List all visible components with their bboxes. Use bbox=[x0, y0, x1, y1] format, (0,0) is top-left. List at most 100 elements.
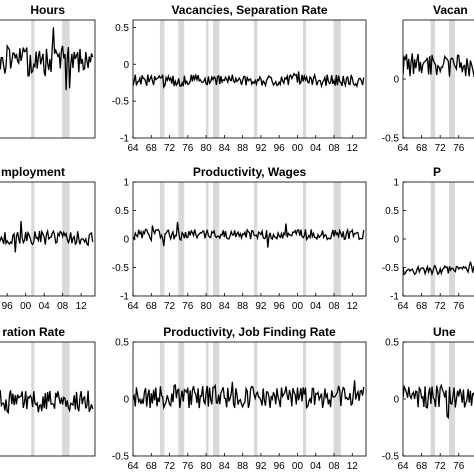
panel-2: 64 68 72 76 -0.5 0 Vacan bbox=[382, 3, 474, 154]
series-line bbox=[0, 390, 94, 415]
x-tick-label: 12 bbox=[347, 301, 359, 312]
y-tick-label: 0 bbox=[393, 235, 399, 246]
y-tick-label: -0.5 bbox=[112, 452, 130, 463]
x-tick-label: 80 bbox=[201, 461, 213, 472]
panel-frame bbox=[132, 19, 367, 139]
panel-frame bbox=[0, 181, 96, 297]
recession-band bbox=[333, 182, 341, 296]
x-tick-label: 92 bbox=[255, 301, 267, 312]
x-tick-label: 04 bbox=[310, 301, 322, 312]
series-line bbox=[403, 53, 474, 78]
x-tick-label: 72 bbox=[164, 301, 176, 312]
y-tick-label: -1 bbox=[120, 292, 129, 303]
y-tick-label: 0 bbox=[123, 395, 129, 406]
x-tick-label: 72 bbox=[435, 461, 447, 472]
panel-frame bbox=[0, 19, 96, 139]
x-tick-label: 72 bbox=[435, 143, 447, 154]
x-tick-label: 64 bbox=[127, 301, 139, 312]
y-tick-label: 1 bbox=[393, 178, 399, 189]
recession-band bbox=[302, 182, 307, 296]
recession-band bbox=[159, 342, 165, 456]
x-tick-label: 96 bbox=[274, 301, 286, 312]
recession-band bbox=[449, 182, 456, 296]
x-tick-label: 80 bbox=[201, 301, 213, 312]
x-tick-label: 12 bbox=[347, 461, 359, 472]
x-tick-label: 64 bbox=[397, 301, 409, 312]
x-tick-label: 76 bbox=[182, 301, 194, 312]
x-tick-label: 76 bbox=[453, 461, 465, 472]
panel-5: 64 68 72 76 -1 -0.5 0 0.5 1 P bbox=[382, 165, 474, 312]
panel-title: P bbox=[433, 165, 441, 179]
x-tick-label: 88 bbox=[237, 143, 249, 154]
recession-band bbox=[62, 182, 70, 296]
x-tick-label: 00 bbox=[292, 461, 304, 472]
x-tick-label: 76 bbox=[453, 143, 465, 154]
y-tick-label: 0.5 bbox=[115, 206, 129, 217]
series-line bbox=[403, 261, 474, 277]
recession-band bbox=[31, 182, 35, 296]
y-tick-label: 0.5 bbox=[115, 338, 129, 349]
recession-band bbox=[430, 342, 436, 456]
recession-band bbox=[31, 20, 35, 138]
recession-band bbox=[206, 342, 209, 456]
x-tick-label: 80 bbox=[201, 143, 213, 154]
x-tick-label: 68 bbox=[146, 143, 158, 154]
x-tick-label: 04 bbox=[39, 301, 51, 312]
x-tick-label: 00 bbox=[20, 301, 32, 312]
y-tick-label: 0 bbox=[393, 395, 399, 406]
series-line bbox=[0, 220, 94, 253]
x-tick-label: 76 bbox=[182, 143, 194, 154]
y-tick-label: -0.5 bbox=[382, 263, 400, 274]
recession-band bbox=[430, 20, 436, 138]
x-tick-label: 76 bbox=[182, 461, 194, 472]
x-tick-label: 00 bbox=[292, 301, 304, 312]
recession-band bbox=[159, 20, 165, 138]
y-tick-label: -1 bbox=[390, 292, 399, 303]
panel-title: Productivity, Job Finding Rate bbox=[163, 325, 336, 339]
y-tick-label: -0.5 bbox=[112, 97, 130, 108]
x-tick-label: 68 bbox=[416, 461, 428, 472]
x-tick-label: 04 bbox=[310, 143, 322, 154]
y-tick-label: 0 bbox=[123, 60, 129, 71]
series-line bbox=[0, 27, 94, 91]
panel-title: Vacan bbox=[433, 3, 468, 17]
x-tick-label: 08 bbox=[328, 461, 340, 472]
x-tick-label: 76 bbox=[453, 301, 465, 312]
panel-6: ration Rate bbox=[0, 325, 96, 457]
x-tick-label: 68 bbox=[416, 143, 428, 154]
x-tick-label: 92 bbox=[255, 461, 267, 472]
recession-band bbox=[178, 20, 185, 138]
x-tick-label: 72 bbox=[164, 461, 176, 472]
y-tick-label: -0.5 bbox=[382, 452, 400, 463]
panel-frame bbox=[402, 181, 474, 297]
x-tick-label: 68 bbox=[146, 301, 158, 312]
panel-title: Vacancies, Separation Rate bbox=[171, 3, 327, 17]
recession-band bbox=[212, 20, 220, 138]
y-tick-label: 0 bbox=[393, 75, 399, 86]
panel-7: 64 68 72 76 80 84 88 92 96 00 04 08 12 -0.5 0 0.5 Produc… bbox=[112, 325, 367, 472]
x-tick-label: 96 bbox=[274, 461, 286, 472]
x-tick-label: 64 bbox=[397, 143, 409, 154]
x-tick-label: 88 bbox=[237, 461, 249, 472]
recession-band bbox=[62, 342, 70, 456]
series-line bbox=[133, 71, 365, 89]
y-tick-label: -0.5 bbox=[112, 263, 130, 274]
x-tick-label: 00 bbox=[292, 143, 304, 154]
y-tick-label: 0.5 bbox=[385, 206, 399, 217]
x-tick-label: 04 bbox=[310, 461, 322, 472]
y-tick-label: -1 bbox=[120, 134, 129, 145]
panel-frame bbox=[402, 19, 474, 139]
recession-band bbox=[254, 20, 258, 138]
recession-band bbox=[333, 342, 341, 456]
y-tick-label: 0.5 bbox=[115, 23, 129, 34]
panel-8: 64 68 72 76 -0.5 0 0.5 Une bbox=[382, 325, 474, 472]
x-tick-label: 64 bbox=[127, 461, 139, 472]
x-tick-label: 84 bbox=[219, 143, 231, 154]
recession-band bbox=[206, 20, 209, 138]
x-tick-label: 12 bbox=[76, 301, 88, 312]
x-tick-label: 72 bbox=[435, 301, 447, 312]
panel-title: mployment bbox=[1, 165, 65, 179]
y-tick-label: -0.5 bbox=[382, 134, 400, 145]
panel-title: Une bbox=[433, 325, 456, 339]
